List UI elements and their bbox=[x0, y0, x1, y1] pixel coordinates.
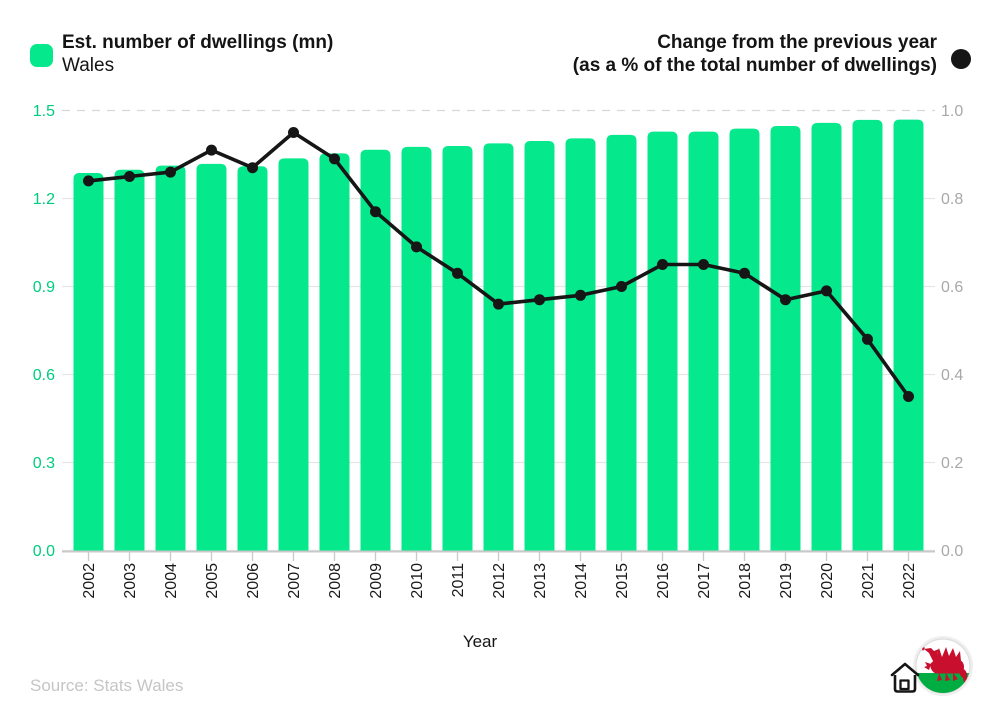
legend-right: Change from the previous year (as a % of… bbox=[573, 31, 937, 77]
x-tick-label-2002: 2002 bbox=[81, 563, 98, 599]
point-2007[interactable] bbox=[288, 127, 299, 138]
left-axis-title: Est. number of dwellings (mn) bbox=[62, 32, 334, 53]
y-left-tick-0.6: 0.6 bbox=[33, 367, 55, 384]
y-right-tick-0.6: 0.6 bbox=[941, 279, 963, 296]
point-2010[interactable] bbox=[411, 241, 422, 253]
x-tick-label-2012: 2012 bbox=[491, 563, 508, 599]
bar-2013[interactable] bbox=[524, 141, 555, 551]
point-2017[interactable] bbox=[698, 259, 709, 270]
point-2002[interactable] bbox=[83, 175, 94, 187]
y-right-tick-0.8: 0.8 bbox=[941, 191, 963, 208]
point-2013[interactable] bbox=[534, 294, 545, 306]
x-tick-label-2020: 2020 bbox=[819, 563, 836, 599]
y-left-tick-0.0: 0.0 bbox=[33, 543, 55, 560]
point-2008[interactable] bbox=[329, 153, 340, 165]
bar-2020[interactable] bbox=[811, 122, 842, 551]
bar-2010[interactable] bbox=[401, 146, 432, 551]
bar-2012[interactable] bbox=[483, 143, 514, 551]
x-tick-label-2016: 2016 bbox=[655, 563, 672, 599]
x-tick-label-2015: 2015 bbox=[614, 563, 631, 599]
y-left-tick-0.3: 0.3 bbox=[33, 455, 55, 472]
y-left-tick-1.2: 1.2 bbox=[33, 191, 55, 208]
bar-2002[interactable] bbox=[73, 172, 104, 551]
bar-2015[interactable] bbox=[606, 134, 637, 551]
x-tick-label-2017: 2017 bbox=[696, 563, 713, 599]
x-tick-label-2022: 2022 bbox=[901, 563, 918, 599]
x-tick-label-2008: 2008 bbox=[327, 563, 344, 599]
point-2012[interactable] bbox=[493, 298, 504, 310]
y-left-tick-0.9: 0.9 bbox=[33, 279, 55, 296]
x-tick-label-2006: 2006 bbox=[245, 563, 262, 599]
y-left-tick-1.5: 1.5 bbox=[33, 103, 55, 120]
source-note: Source: Stats Wales bbox=[30, 676, 184, 695]
point-2018[interactable] bbox=[739, 267, 750, 279]
x-axis-title: Year bbox=[462, 632, 498, 651]
right-axis-title-line2: (as a % of the total number of dwellings… bbox=[572, 55, 937, 76]
left-axis-subtitle: Wales bbox=[62, 55, 115, 76]
x-tick-label-2003: 2003 bbox=[122, 563, 139, 599]
point-2005[interactable] bbox=[206, 144, 217, 156]
bar-2014[interactable] bbox=[565, 138, 596, 551]
bar-2022[interactable] bbox=[893, 119, 924, 551]
y-right-tick-0.2: 0.2 bbox=[941, 455, 963, 472]
bar-2017[interactable] bbox=[688, 131, 719, 551]
bar-2019[interactable] bbox=[770, 126, 801, 551]
bar-2004[interactable] bbox=[155, 165, 186, 551]
bar-2003[interactable] bbox=[114, 169, 145, 551]
x-tick-label-2005: 2005 bbox=[204, 563, 221, 599]
x-tick-label-2013: 2013 bbox=[532, 563, 549, 599]
bar-2007[interactable] bbox=[278, 158, 309, 551]
point-2016[interactable] bbox=[657, 259, 668, 270]
x-tick-label-2011: 2011 bbox=[450, 563, 467, 598]
point-2011[interactable] bbox=[452, 267, 463, 279]
point-2020[interactable] bbox=[821, 285, 832, 297]
right-axis-title-line1: Change from the previous year bbox=[657, 32, 937, 53]
point-2015[interactable] bbox=[616, 281, 627, 292]
bar-2016[interactable] bbox=[647, 131, 678, 551]
y-right-tick-1.0: 1.0 bbox=[941, 103, 963, 120]
x-tick-label-2010: 2010 bbox=[409, 563, 426, 599]
x-tick-label-2021: 2021 bbox=[860, 563, 877, 599]
bar-2018[interactable] bbox=[729, 128, 760, 551]
bar-2011[interactable] bbox=[442, 145, 473, 551]
x-tick-label-2019: 2019 bbox=[778, 563, 795, 599]
x-tick-label-2009: 2009 bbox=[368, 563, 385, 599]
bar-2006[interactable] bbox=[237, 166, 268, 551]
bar-2009[interactable] bbox=[360, 149, 391, 551]
point-2004[interactable] bbox=[165, 166, 176, 178]
point-2006[interactable] bbox=[247, 162, 258, 174]
bar-2005[interactable] bbox=[196, 163, 227, 551]
y-right-tick-0.0: 0.0 bbox=[941, 543, 963, 560]
x-tick-label-2004: 2004 bbox=[163, 563, 180, 599]
y-right-tick-0.4: 0.4 bbox=[941, 367, 963, 384]
point-2021[interactable] bbox=[862, 333, 873, 345]
welsh-flag-badge-icon bbox=[913, 636, 973, 696]
point-2009[interactable] bbox=[370, 206, 381, 218]
line-series-marker-icon bbox=[951, 49, 971, 69]
house-icon bbox=[890, 662, 920, 693]
x-tick-label-2014: 2014 bbox=[573, 563, 590, 599]
x-tick-label-2018: 2018 bbox=[737, 563, 754, 599]
bar-series-swatch bbox=[30, 44, 53, 67]
point-2022[interactable] bbox=[903, 391, 914, 402]
dwellings-chart: 0.0 0.0 0.3 0.2 0.6 0.4 0.9 0.6 1.2 0.8 1.5 1.0 2002… bbox=[33, 103, 964, 599]
point-2019[interactable] bbox=[780, 294, 791, 306]
bar-2008[interactable] bbox=[319, 153, 350, 551]
point-2014[interactable] bbox=[575, 289, 586, 301]
legend-left: Est. number of dwellings (mn) Wales bbox=[62, 31, 333, 77]
point-2003[interactable] bbox=[124, 171, 135, 182]
x-tick-label-2007: 2007 bbox=[286, 563, 303, 599]
